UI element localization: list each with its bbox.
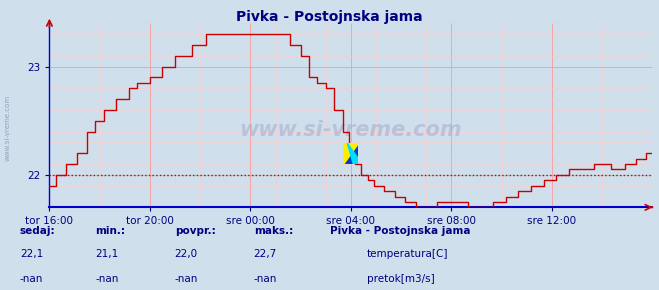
Text: povpr.:: povpr.:: [175, 226, 215, 236]
Polygon shape: [343, 143, 357, 164]
Text: Pivka - Postojnska jama: Pivka - Postojnska jama: [236, 10, 423, 24]
Text: pretok[m3/s]: pretok[m3/s]: [367, 274, 435, 284]
Text: www.si-vreme.com: www.si-vreme.com: [5, 95, 11, 161]
Text: temperatura[C]: temperatura[C]: [367, 249, 449, 259]
Text: min.:: min.:: [96, 226, 126, 236]
Text: 21,1: 21,1: [96, 249, 119, 259]
Text: -nan: -nan: [20, 274, 43, 284]
Text: www.si-vreme.com: www.si-vreme.com: [240, 120, 462, 140]
Text: -nan: -nan: [175, 274, 198, 284]
Text: -nan: -nan: [96, 274, 119, 284]
Polygon shape: [347, 143, 357, 164]
Text: -nan: -nan: [254, 274, 277, 284]
Text: maks.:: maks.:: [254, 226, 293, 236]
Text: 22,7: 22,7: [254, 249, 277, 259]
Text: 22,0: 22,0: [175, 249, 198, 259]
Text: sedaj:: sedaj:: [20, 226, 55, 236]
Text: 22,1: 22,1: [20, 249, 43, 259]
Text: Pivka - Postojnska jama: Pivka - Postojnska jama: [330, 226, 470, 236]
Polygon shape: [343, 143, 357, 164]
